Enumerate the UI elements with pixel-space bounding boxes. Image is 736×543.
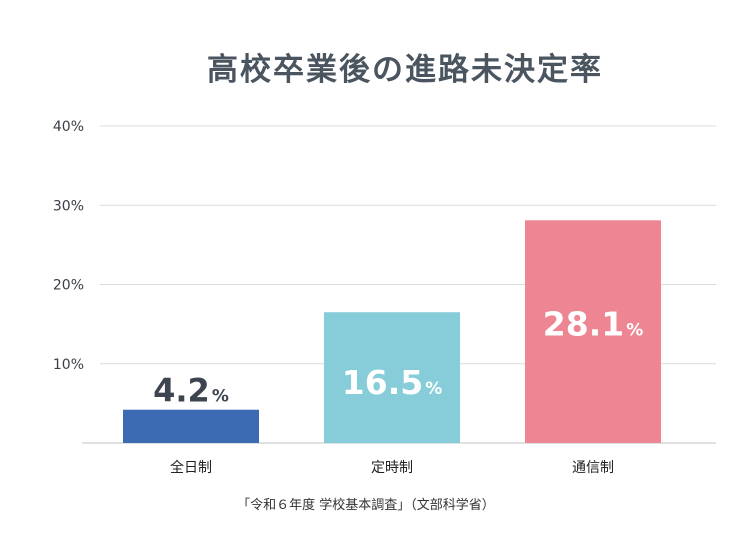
y-tick-label: 20% xyxy=(53,278,84,294)
data-label: 4.2% xyxy=(153,372,229,410)
bar xyxy=(123,409,259,443)
x-tick-label: 定時制 xyxy=(371,460,413,476)
bar xyxy=(324,312,460,443)
x-tick-label: 全日制 xyxy=(170,459,212,476)
y-tick-label: 40% xyxy=(53,119,84,135)
y-tick-label: 30% xyxy=(53,198,84,214)
y-tick-label: 10% xyxy=(53,357,84,373)
bar xyxy=(525,220,661,443)
data-label: 28.1% xyxy=(543,304,643,343)
x-axis-ticks: 全日制 定時制 通信制 xyxy=(170,459,614,476)
x-tick-label: 通信制 xyxy=(572,460,614,476)
data-label: 16.5% xyxy=(342,363,442,402)
bars: 4.2% 16.5 % 28.1% xyxy=(123,220,661,443)
source-note: 「令和６年度 学校基本調査」（文部科学省） xyxy=(237,497,495,513)
chart-title: 高校卒業後の進路未決定率 xyxy=(207,52,603,88)
y-axis-ticks: 10% 20% 30% 40% xyxy=(53,119,84,373)
